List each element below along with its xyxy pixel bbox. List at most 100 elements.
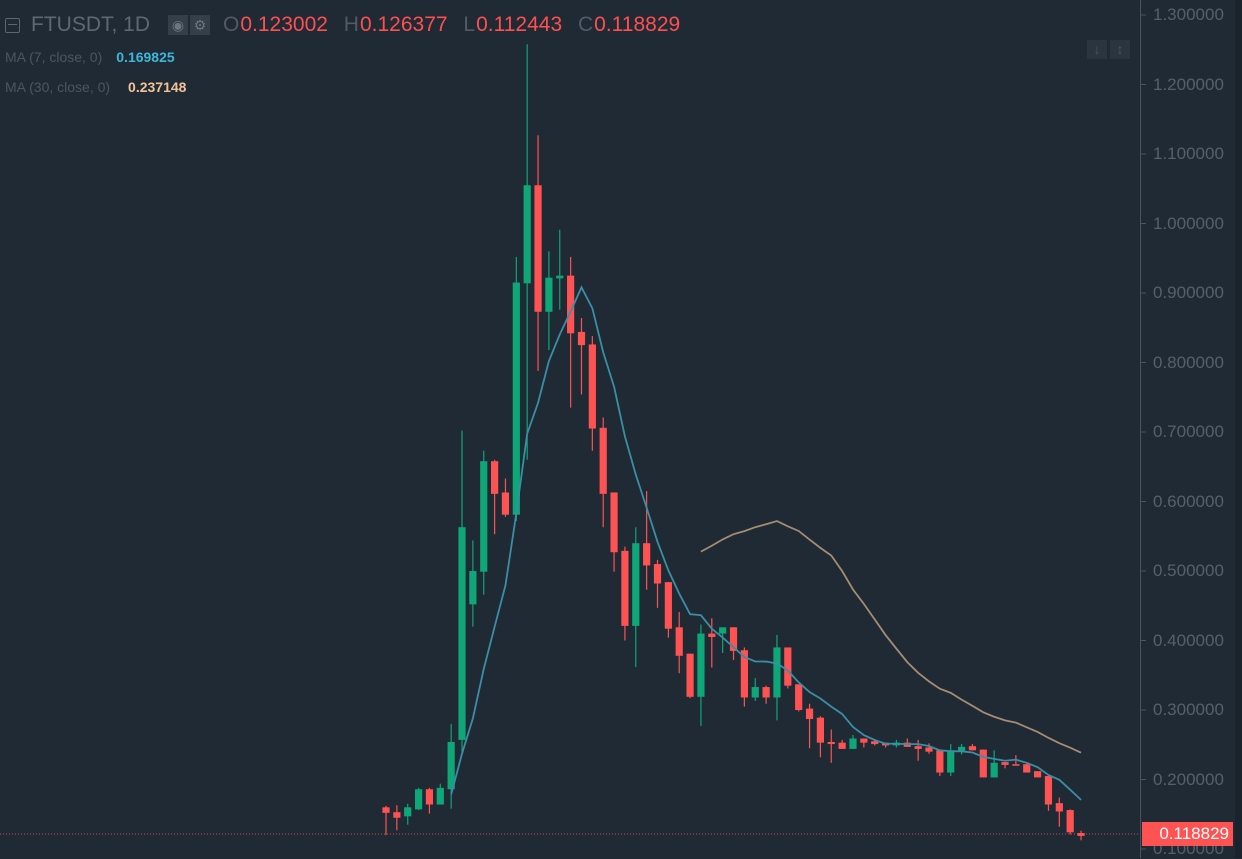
gear-icon[interactable]: ⚙ [190,15,211,35]
ma7-legend[interactable]: MA (7, close, 0) 0.169825 [5,49,175,65]
candle-body [1044,776,1053,805]
candle [458,430,466,755]
scale-down-button[interactable]: ↓ [1087,40,1107,59]
ma7-label: MA (7, close, 0) [5,49,103,65]
candle [860,738,868,748]
tick-label: 1.000000 [1153,213,1224,233]
candle [947,744,955,777]
candle [567,256,575,408]
candle [501,478,510,517]
candle [751,678,759,701]
candle-body [968,746,977,751]
candle [1001,762,1009,769]
candle-body [979,749,987,778]
candle [610,492,618,572]
symbol-title: FTUSDT, 1D [31,13,151,36]
candle [534,135,542,371]
candle [599,417,607,528]
candle [914,739,922,761]
candle-body [708,633,716,638]
candle [1066,809,1074,835]
close-value: 0.118829 [594,13,681,36]
candle-body [697,633,705,697]
candle-body [643,543,651,566]
candle-body [849,738,857,749]
collapse-icon[interactable] [5,17,20,33]
candle-body [447,741,455,790]
candle-body [1077,833,1085,836]
ma7-value: 0.169825 [116,49,175,65]
tick-label: 1.300000 [1153,5,1224,24]
candle [1055,797,1063,827]
candle [686,653,694,699]
scale-fit-button[interactable]: ↕ [1110,40,1130,59]
candle-body [404,807,412,817]
candle-body [382,807,390,813]
candle [436,783,444,805]
candle [805,703,814,749]
candle [903,738,911,747]
candle-body [556,275,564,279]
candle-body [805,708,814,720]
candle-body [1023,764,1031,773]
candle-body [501,492,510,515]
ma30-line [700,520,1082,754]
candle [664,582,672,638]
candle [425,787,434,814]
candle-body [729,627,738,651]
tick-label: 1.200000 [1153,74,1224,94]
candle-body [675,627,683,656]
candle-body [436,787,444,805]
last-price-tag: 0.118829 [1142,822,1233,846]
low-value: 0.112443 [476,13,563,36]
candle-body [588,344,596,429]
candle [1077,830,1085,841]
candle-body [784,647,792,686]
candle [675,612,683,674]
candle [990,750,998,778]
candle-body [621,550,629,626]
high-label: H [343,13,359,36]
candle [1034,771,1042,778]
candle-body [686,653,694,697]
price-axis-ticks [1140,14,1146,850]
symbol-legend: FTUSDT, 1D ◉ ⚙ O0.123002 H0.126377 L0.11… [5,13,690,37]
candle [491,459,499,535]
tick-label: 0.300000 [1153,700,1224,719]
candle [697,624,705,726]
candle-body [827,741,835,745]
candle-body [534,185,542,312]
ma30-legend[interactable]: MA (30, close, 0) 0.237148 [5,79,186,95]
candle-body [947,750,955,773]
candle [838,739,846,749]
candle-body [1055,803,1063,812]
tick-label: 0.900000 [1153,283,1224,302]
candle [545,251,553,350]
candle-body [480,461,488,572]
candle [849,735,857,749]
candle-body [458,527,466,740]
candle-body [393,812,401,818]
candle [827,729,835,763]
candle-body [425,789,434,805]
tick-label: 0.800000 [1153,352,1224,372]
eye-icon[interactable]: ◉ [168,15,189,35]
close-label: C [577,13,594,36]
candle [1023,762,1031,773]
candle-body [512,282,520,515]
candle-body [1001,762,1009,765]
candle [729,627,738,660]
candle-body [577,331,586,346]
open-label: O [223,13,240,36]
tick-label: 0.500000 [1153,561,1224,580]
candle [968,744,977,751]
candle-body [545,277,553,312]
candle-body [523,185,531,284]
candle-body [1034,771,1042,778]
candle [404,803,412,825]
candle [393,805,401,831]
candle [523,44,531,460]
candle-body [795,684,803,710]
candle-body [957,746,966,752]
